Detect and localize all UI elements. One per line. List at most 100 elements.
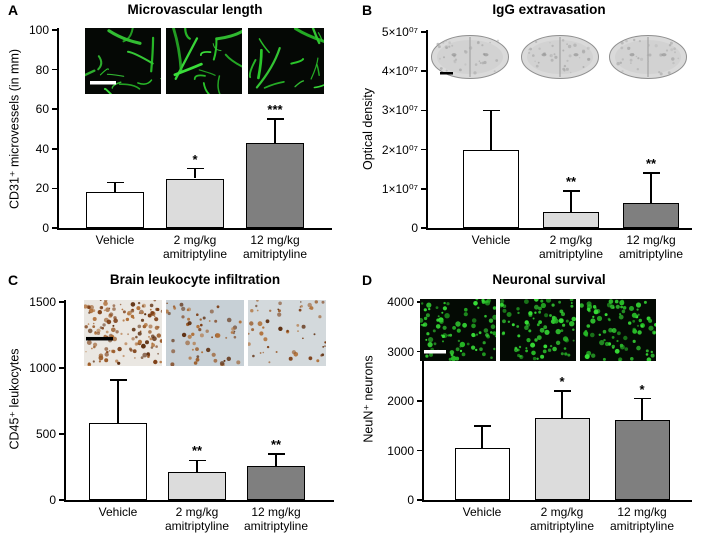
error-bar-cap	[633, 397, 651, 400]
y-tick-label: 500	[35, 427, 56, 441]
significance-label: **	[270, 436, 282, 452]
bar	[623, 202, 679, 228]
y-tick-mark	[421, 31, 426, 33]
panel-letter: A	[8, 2, 19, 18]
y-tick-mark	[417, 301, 422, 303]
error-bar-cap	[188, 459, 206, 462]
y-tick-label: 4×10⁰⁷	[381, 64, 418, 79]
y-tick-label: 40	[35, 141, 49, 156]
y-tick-label: 3×10⁰⁷	[381, 103, 418, 118]
bar	[246, 142, 304, 228]
error-bar-cap	[266, 118, 284, 120]
y-tick-label: 2×10⁰⁷	[381, 142, 418, 157]
inset-micrograph	[85, 28, 161, 94]
x-tick-label: 12 mg/kg amitriptyline	[243, 505, 309, 533]
error-bar-line	[650, 173, 652, 203]
error-bar-cap	[562, 190, 580, 192]
bar	[166, 178, 224, 228]
bar	[614, 419, 670, 500]
y-tick-label: 0	[49, 493, 56, 507]
panel-a: A Microvascular length CD31⁺ microvessel…	[0, 0, 354, 268]
y-tick-label: 80	[35, 62, 49, 77]
bar	[463, 149, 519, 228]
error-bar-cap	[482, 109, 500, 112]
significance-label: ***	[267, 102, 283, 118]
x-tick-label: 12 mg/kg amitriptyline	[618, 233, 684, 261]
scale-bar	[90, 81, 116, 85]
y-tick-label: 0	[411, 221, 418, 235]
panel-b: B IgG extravasation Optical density 0 1×1…	[354, 0, 708, 268]
error-bar-cap	[642, 172, 660, 174]
error-bar-cap	[186, 167, 204, 170]
y-tick-mark	[59, 499, 64, 501]
y-tick-label: 0	[42, 221, 49, 235]
inset-micrograph	[248, 28, 324, 94]
y-tick-label: 1000	[29, 361, 56, 375]
x-tick-label: 12 mg/kg amitriptyline	[609, 505, 675, 533]
significance-label: *	[559, 374, 565, 390]
x-axis-line	[57, 228, 332, 230]
y-tick-mark	[52, 148, 57, 150]
panel-title: Brain leukocyte infiltration	[109, 272, 281, 287]
panel-letter: D	[362, 272, 373, 288]
bar	[168, 471, 226, 500]
y-axis-line	[57, 28, 59, 228]
panel-title: IgG extravasation	[492, 2, 606, 17]
error-bar-cap	[267, 453, 285, 455]
micrograph-background	[500, 299, 576, 361]
error-bar-line	[114, 182, 116, 193]
y-tick-mark	[59, 367, 64, 369]
y-tick-mark	[421, 188, 426, 190]
x-tick-label: 2 mg/kg amitriptyline	[164, 505, 230, 533]
significance-label: **	[191, 443, 203, 459]
scale-bar	[424, 350, 446, 354]
y-tick-label: 1000	[387, 443, 414, 458]
y-tick-mark	[417, 400, 422, 402]
y-tick-mark	[59, 301, 64, 303]
error-bar-cap	[106, 181, 124, 184]
inset-micrograph	[431, 35, 509, 79]
y-axis-line	[64, 300, 66, 500]
bar	[543, 211, 599, 228]
panel-title: Neuronal survival	[492, 272, 606, 287]
inset-micrograph	[166, 300, 244, 366]
error-bar-line	[117, 379, 119, 424]
significance-label: **	[565, 173, 577, 189]
y-tick-label: 60	[35, 102, 49, 117]
bar-chart-area: 0 20 40 60 80 100 Vehicle * 2 mg/kg amitriptyline…	[0, 0, 354, 268]
error-bar-line	[481, 425, 483, 449]
y-tick-mark	[52, 227, 57, 229]
inset-micrograph	[166, 28, 242, 94]
panel-letter: B	[362, 2, 373, 18]
bar-chart-area: 0 1000 2000 3000 4000 Vehicle * 2 mg/kg amitript…	[354, 270, 708, 538]
error-bar-line	[641, 398, 643, 420]
error-bar-line	[275, 453, 277, 467]
x-tick-label: Vehicle	[95, 233, 135, 247]
scale-bar	[440, 72, 453, 75]
bar	[89, 423, 147, 500]
inset-micrograph	[521, 35, 599, 79]
error-bar-line	[490, 110, 492, 150]
error-bar-line	[570, 190, 572, 212]
error-bar-cap	[553, 390, 571, 392]
y-tick-label: 3000	[387, 344, 414, 359]
significance-label: *	[192, 151, 198, 167]
x-axis-line	[426, 228, 692, 230]
panel-letter: C	[8, 272, 19, 288]
y-tick-label: 20	[35, 181, 49, 196]
y-axis-line	[426, 30, 428, 228]
bar	[454, 448, 510, 500]
x-tick-label: 2 mg/kg amitriptyline	[538, 233, 604, 261]
significance-label: **	[645, 156, 657, 172]
bar-chart-area: 0 500 1000 1500 Vehicle ** 2 mg/kg amitriptylin…	[0, 270, 354, 538]
y-tick-label: 5×10⁰⁷	[381, 25, 418, 39]
y-tick-mark	[52, 29, 57, 31]
panel-d: D Neuronal survival NeuN⁺ neurons 0 1000 2…	[354, 270, 708, 538]
scale-bar	[86, 336, 113, 341]
y-tick-mark	[421, 148, 426, 151]
significance-label: *	[639, 381, 645, 397]
inset-micrograph	[84, 300, 162, 366]
panel-c: C Brain leukocyte infiltration CD45⁺ leu…	[0, 270, 354, 538]
y-tick-mark	[59, 433, 64, 435]
